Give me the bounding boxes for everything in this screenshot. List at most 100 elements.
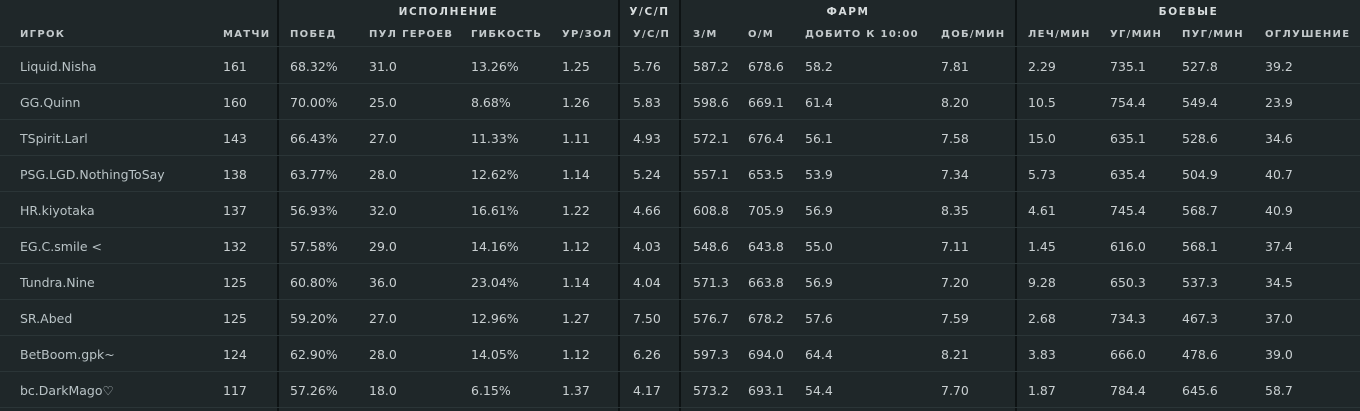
- row-divider: [0, 371, 1360, 372]
- cell-stun: 39.0: [1265, 347, 1293, 362]
- cell-bld-min: 568.7: [1182, 203, 1218, 218]
- cell-xpm: 663.8: [748, 275, 784, 290]
- table-row[interactable]: Tundra.Nine 125 60.80% 36.0 23.04% 1.14 4.04 57…: [0, 264, 1360, 300]
- table-row[interactable]: HR.kiyotaka 137 56.93% 32.0 16.61% 1.22 4.66 60…: [0, 192, 1360, 228]
- group-header-farm: ФАРМ: [826, 6, 870, 18]
- cell-player[interactable]: SR.Abed: [20, 311, 73, 326]
- cell-dmg-min: 666.0: [1110, 347, 1146, 362]
- cell-lh-min: 8.21: [941, 347, 969, 362]
- col-header-matches[interactable]: МАТЧИ: [223, 29, 271, 40]
- table-row[interactable]: BetBoom.gpk~ 124 62.90% 28.0 14.05% 1.12 6.26 5…: [0, 336, 1360, 372]
- table-row[interactable]: GG.Quinn 160 70.00% 25.0 8.68% 1.26 5.83 598.6 6…: [0, 84, 1360, 120]
- col-header-winrate[interactable]: ПОБЕД: [290, 29, 337, 40]
- cell-gpm: 587.2: [693, 59, 729, 74]
- row-divider: [0, 191, 1360, 192]
- table-row[interactable]: Liquid.Nisha 161 68.32% 31.0 13.26% 1.25 5.76 5…: [0, 48, 1360, 84]
- cell-xp-gold: 1.22: [562, 203, 590, 218]
- cell-dmg-min: 754.4: [1110, 95, 1146, 110]
- cell-kda: 4.17: [633, 383, 661, 398]
- cell-xp-gold: 1.12: [562, 239, 590, 254]
- col-header-lh-10[interactable]: ДОБИТО К 10:00: [805, 29, 919, 40]
- cell-matches: 161: [223, 59, 247, 74]
- cell-player[interactable]: PSG.LGD.NothingToSay: [20, 167, 165, 182]
- cell-bld-min: 478.6: [1182, 347, 1218, 362]
- cell-dmg-min: 650.3: [1110, 275, 1146, 290]
- cell-flexibility: 14.05%: [471, 347, 519, 362]
- table-row[interactable]: SR.Abed 125 59.20% 27.0 12.96% 1.27 7.50 576.7 6…: [0, 300, 1360, 336]
- cell-matches: 117: [223, 383, 247, 398]
- cell-hero-pool: 36.0: [369, 275, 397, 290]
- cell-lh-10: 55.0: [805, 239, 833, 254]
- cell-stun: 37.0: [1265, 311, 1293, 326]
- cell-bld-min: 504.9: [1182, 167, 1218, 182]
- cell-winrate: 63.77%: [290, 167, 338, 182]
- row-divider: [0, 263, 1360, 264]
- bg-player-group: [0, 0, 277, 411]
- group-separator: [277, 0, 279, 411]
- cell-winrate: 57.58%: [290, 239, 338, 254]
- row-divider: [0, 407, 1360, 408]
- col-header-dmg-min[interactable]: УГ/МИН: [1110, 29, 1163, 40]
- col-header-stun[interactable]: ОГЛУШЕНИЕ: [1265, 29, 1351, 40]
- cell-xp-gold: 1.37: [562, 383, 590, 398]
- col-header-player[interactable]: ИГРОК: [20, 29, 66, 40]
- cell-hero-pool: 18.0: [369, 383, 397, 398]
- cell-matches: 138: [223, 167, 247, 182]
- cell-kda: 6.26: [633, 347, 661, 362]
- col-header-hero-pool[interactable]: ПУЛ ГЕРОЕВ: [369, 29, 454, 40]
- cell-kda: 4.04: [633, 275, 661, 290]
- col-header-gpm[interactable]: З/М: [693, 29, 718, 40]
- cell-kda: 5.24: [633, 167, 661, 182]
- col-header-xpm[interactable]: О/М: [748, 29, 775, 40]
- cell-dmg-min: 635.1: [1110, 131, 1146, 146]
- col-header-xp-gold[interactable]: УР/ЗОЛ: [562, 29, 613, 40]
- cell-hero-pool: 32.0: [369, 203, 397, 218]
- cell-gpm: 548.6: [693, 239, 729, 254]
- cell-player[interactable]: HR.kiyotaka: [20, 203, 95, 218]
- cell-hero-pool: 31.0: [369, 59, 397, 74]
- cell-player[interactable]: EG.C.smile <: [20, 239, 103, 254]
- cell-flexibility: 12.62%: [471, 167, 519, 182]
- cell-player[interactable]: bc.DarkMago♡: [20, 383, 114, 398]
- cell-dmg-min: 745.4: [1110, 203, 1146, 218]
- col-header-heal-min[interactable]: ЛЕЧ/МИН: [1028, 29, 1091, 40]
- cell-player[interactable]: TSpirit.Larl: [20, 131, 88, 146]
- cell-lh-min: 7.20: [941, 275, 969, 290]
- cell-lh-min: 7.81: [941, 59, 969, 74]
- cell-winrate: 70.00%: [290, 95, 338, 110]
- cell-lh-min: 8.20: [941, 95, 969, 110]
- cell-player[interactable]: BetBoom.gpk~: [20, 347, 115, 362]
- cell-xpm: 693.1: [748, 383, 784, 398]
- cell-xpm: 678.6: [748, 59, 784, 74]
- bg-kda-group: [620, 0, 679, 411]
- cell-matches: 125: [223, 275, 247, 290]
- table-row[interactable]: EG.C.smile < 132 57.58% 29.0 14.16% 1.12 4.03 5…: [0, 228, 1360, 264]
- row-divider: [0, 155, 1360, 156]
- col-header-bld-min[interactable]: ПУГ/МИН: [1182, 29, 1244, 40]
- cell-player[interactable]: Tundra.Nine: [20, 275, 95, 290]
- cell-xp-gold: 1.26: [562, 95, 590, 110]
- cell-lh-10: 56.9: [805, 203, 833, 218]
- col-header-lh-min[interactable]: ДОБ/МИН: [941, 29, 1006, 40]
- table-row[interactable]: bc.DarkMago♡ 117 57.26% 18.0 6.15% 1.37 4.17 57…: [0, 372, 1360, 408]
- cell-flexibility: 16.61%: [471, 203, 519, 218]
- cell-player[interactable]: GG.Quinn: [20, 95, 81, 110]
- cell-heal-min: 15.0: [1028, 131, 1056, 146]
- cell-xpm: 669.1: [748, 95, 784, 110]
- cell-lh-10: 64.4: [805, 347, 833, 362]
- cell-bld-min: 549.4: [1182, 95, 1218, 110]
- cell-hero-pool: 27.0: [369, 131, 397, 146]
- cell-player[interactable]: Liquid.Nisha: [20, 59, 97, 74]
- cell-dmg-min: 735.1: [1110, 59, 1146, 74]
- cell-matches: 132: [223, 239, 247, 254]
- col-header-kda[interactable]: У/С/П: [633, 29, 671, 40]
- cell-gpm: 571.3: [693, 275, 729, 290]
- row-divider: [0, 83, 1360, 84]
- cell-kda: 4.66: [633, 203, 661, 218]
- cell-stun: 39.2: [1265, 59, 1293, 74]
- cell-lh-min: 8.35: [941, 203, 969, 218]
- table-row[interactable]: PSG.LGD.NothingToSay 138 63.77% 28.0 12.62% 1…: [0, 156, 1360, 192]
- table-row[interactable]: TSpirit.Larl 143 66.43% 27.0 11.33% 1.11 4.93 5…: [0, 120, 1360, 156]
- col-header-flexibility[interactable]: ГИБКОСТЬ: [471, 29, 543, 40]
- cell-matches: 160: [223, 95, 247, 110]
